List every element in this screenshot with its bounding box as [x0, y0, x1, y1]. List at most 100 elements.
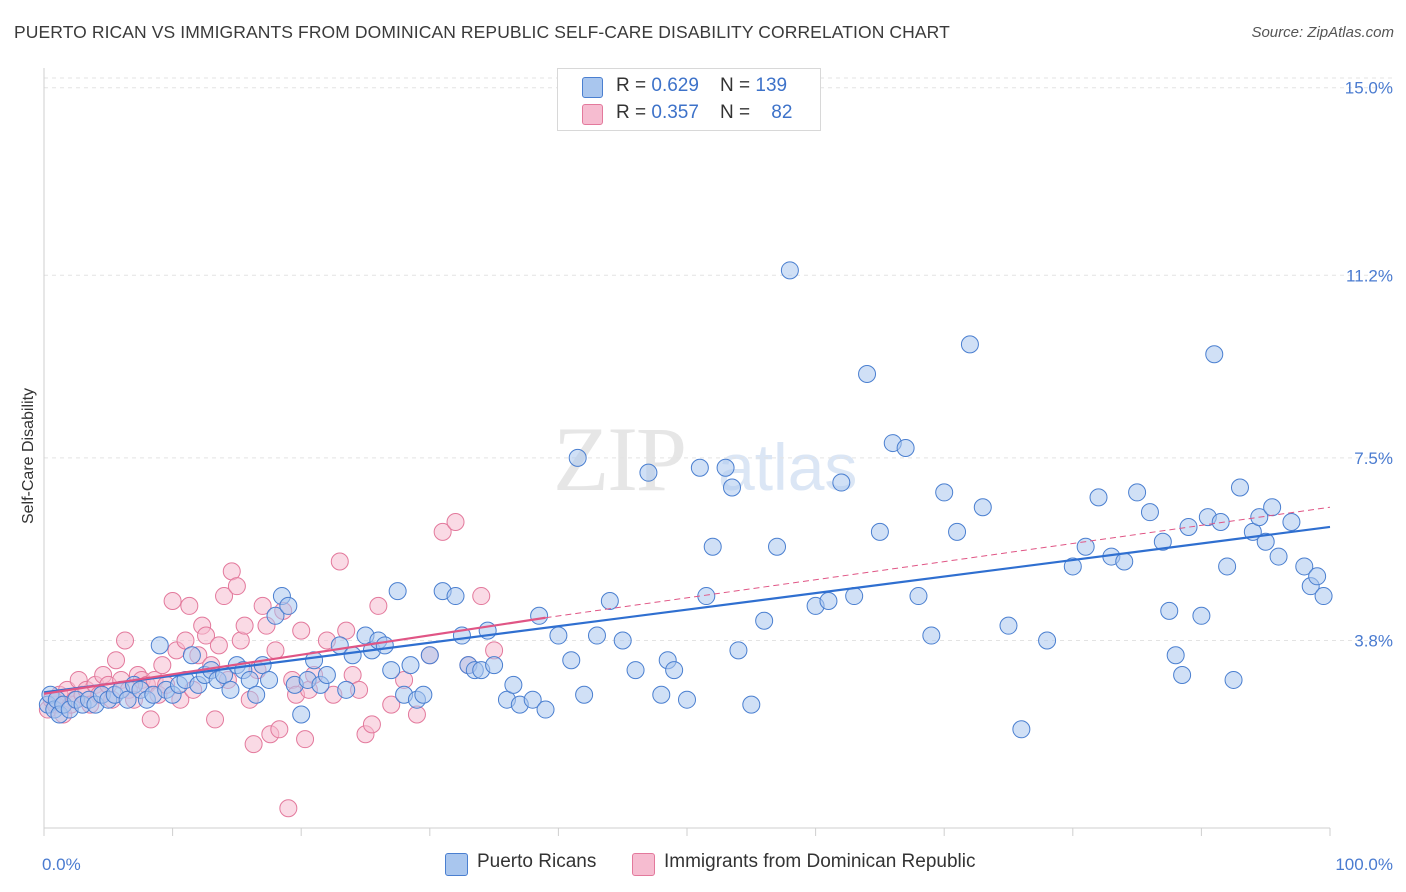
data-point-puerto-rican	[960, 335, 979, 354]
data-point-puerto-rican	[375, 636, 394, 655]
data-point-puerto-rican	[1160, 601, 1179, 620]
data-point-puerto-rican	[1205, 345, 1224, 364]
chart-title: PUERTO RICAN VS IMMIGRANTS FROM DOMINICA…	[14, 22, 950, 42]
data-point-puerto-rican	[382, 661, 401, 680]
data-point-puerto-rican	[240, 670, 259, 689]
data-point-dominican-republic	[472, 587, 491, 606]
data-point-puerto-rican	[1012, 720, 1031, 739]
data-point-dominican-republic	[116, 631, 135, 650]
data-point-puerto-rican	[1038, 631, 1057, 650]
data-point-puerto-rican	[562, 651, 581, 670]
legend-swatch-series1	[582, 77, 603, 98]
data-point-puerto-rican	[266, 606, 285, 625]
y-axis-title: Self-Care Disability	[20, 388, 37, 524]
data-point-puerto-rican	[600, 591, 619, 610]
data-point-puerto-rican	[1115, 552, 1134, 571]
bottom-legend-swatch-series1	[445, 853, 468, 876]
data-point-puerto-rican	[1282, 513, 1301, 532]
data-point-puerto-rican	[536, 700, 555, 719]
legend-stats-series1: R = 0.629 N = 139	[616, 75, 788, 96]
data-point-puerto-rican	[832, 473, 851, 492]
series-1-points	[38, 261, 1333, 739]
data-point-puerto-rican	[568, 448, 587, 467]
data-point-puerto-rican	[1211, 513, 1230, 532]
data-point-puerto-rican	[723, 478, 742, 497]
data-point-dominican-republic	[343, 666, 362, 685]
data-point-puerto-rican	[221, 680, 240, 699]
data-point-dominican-republic	[362, 715, 381, 734]
y-tick-label: 15.0%	[1345, 79, 1393, 98]
bottom-legend-label-series1: Puerto Ricans	[477, 851, 597, 872]
data-point-dominican-republic	[296, 730, 315, 749]
data-point-puerto-rican	[317, 666, 336, 685]
data-point-puerto-rican	[1230, 478, 1249, 497]
data-point-puerto-rican	[1166, 646, 1185, 665]
data-point-puerto-rican	[690, 458, 709, 477]
data-point-dominican-republic	[141, 710, 160, 729]
data-point-puerto-rican	[973, 498, 992, 517]
data-point-dominican-republic	[153, 656, 172, 675]
data-point-dominican-republic	[382, 695, 401, 714]
data-point-puerto-rican	[780, 261, 799, 280]
data-point-puerto-rican	[652, 685, 671, 704]
data-point-puerto-rican	[118, 690, 137, 709]
data-point-puerto-rican	[1128, 483, 1147, 502]
data-point-puerto-rican	[922, 626, 941, 645]
data-point-puerto-rican	[530, 606, 549, 625]
data-point-puerto-rican	[845, 587, 864, 606]
trend-line-puerto-rican	[43, 525, 1331, 694]
data-point-dominican-republic	[270, 720, 289, 739]
data-point-puerto-rican	[1263, 498, 1282, 517]
data-point-puerto-rican	[909, 587, 928, 606]
data-point-puerto-rican	[716, 458, 735, 477]
data-point-puerto-rican	[626, 661, 645, 680]
data-point-puerto-rican	[639, 463, 658, 482]
data-point-dominican-republic	[244, 735, 263, 754]
data-point-dominican-republic	[292, 621, 311, 640]
data-point-puerto-rican	[485, 656, 504, 675]
data-point-puerto-rican	[999, 616, 1018, 635]
data-point-dominican-republic	[176, 631, 195, 650]
legend-swatch-series2	[582, 104, 603, 125]
x-tick-label-max: 100.0%	[1335, 855, 1393, 874]
data-point-puerto-rican	[1314, 587, 1333, 606]
data-point-puerto-rican	[768, 537, 787, 556]
data-point-dominican-republic	[206, 710, 225, 729]
data-point-puerto-rican	[420, 646, 439, 665]
trend-line-dominican-republic-extension	[545, 506, 1331, 619]
data-point-puerto-rican	[858, 364, 877, 383]
data-point-dominican-republic	[180, 596, 199, 615]
legend-stats-series2: R = 0.357 N = 82	[616, 102, 793, 123]
data-point-dominican-republic	[369, 596, 388, 615]
data-point-puerto-rican	[247, 685, 266, 704]
data-point-dominican-republic	[235, 616, 254, 635]
data-point-puerto-rican	[343, 646, 362, 665]
data-point-puerto-rican	[446, 587, 465, 606]
data-point-dominican-republic	[330, 552, 349, 571]
data-point-puerto-rican	[587, 626, 606, 645]
data-point-puerto-rican	[292, 705, 311, 724]
data-point-puerto-rican	[575, 685, 594, 704]
data-point-puerto-rican	[1295, 557, 1314, 576]
data-point-dominican-republic	[107, 651, 126, 670]
data-point-dominican-republic	[209, 636, 228, 655]
data-point-puerto-rican	[1192, 606, 1211, 625]
bottom-legend-label-series2: Immigrants from Dominican Republic	[664, 851, 976, 872]
data-point-puerto-rican	[1173, 666, 1192, 685]
data-point-puerto-rican	[665, 661, 684, 680]
data-point-puerto-rican	[1308, 567, 1327, 586]
data-point-puerto-rican	[260, 670, 279, 689]
watermark-atlas: atlas	[718, 430, 857, 504]
data-point-puerto-rican	[1179, 517, 1198, 536]
data-point-dominican-republic	[163, 591, 182, 610]
x-tick-label-min: 0.0%	[42, 855, 81, 874]
trend-line-dominican-republic	[43, 616, 546, 695]
data-point-puerto-rican	[1256, 532, 1275, 551]
data-point-puerto-rican	[1140, 503, 1159, 522]
data-point-puerto-rican	[1063, 557, 1082, 576]
bottom-legend-swatch-series2	[632, 853, 655, 876]
data-point-puerto-rican	[755, 611, 774, 630]
y-tick-label: 11.2%	[1346, 266, 1393, 285]
data-point-dominican-republic	[215, 587, 234, 606]
y-tick-label: 7.5%	[1354, 449, 1393, 468]
